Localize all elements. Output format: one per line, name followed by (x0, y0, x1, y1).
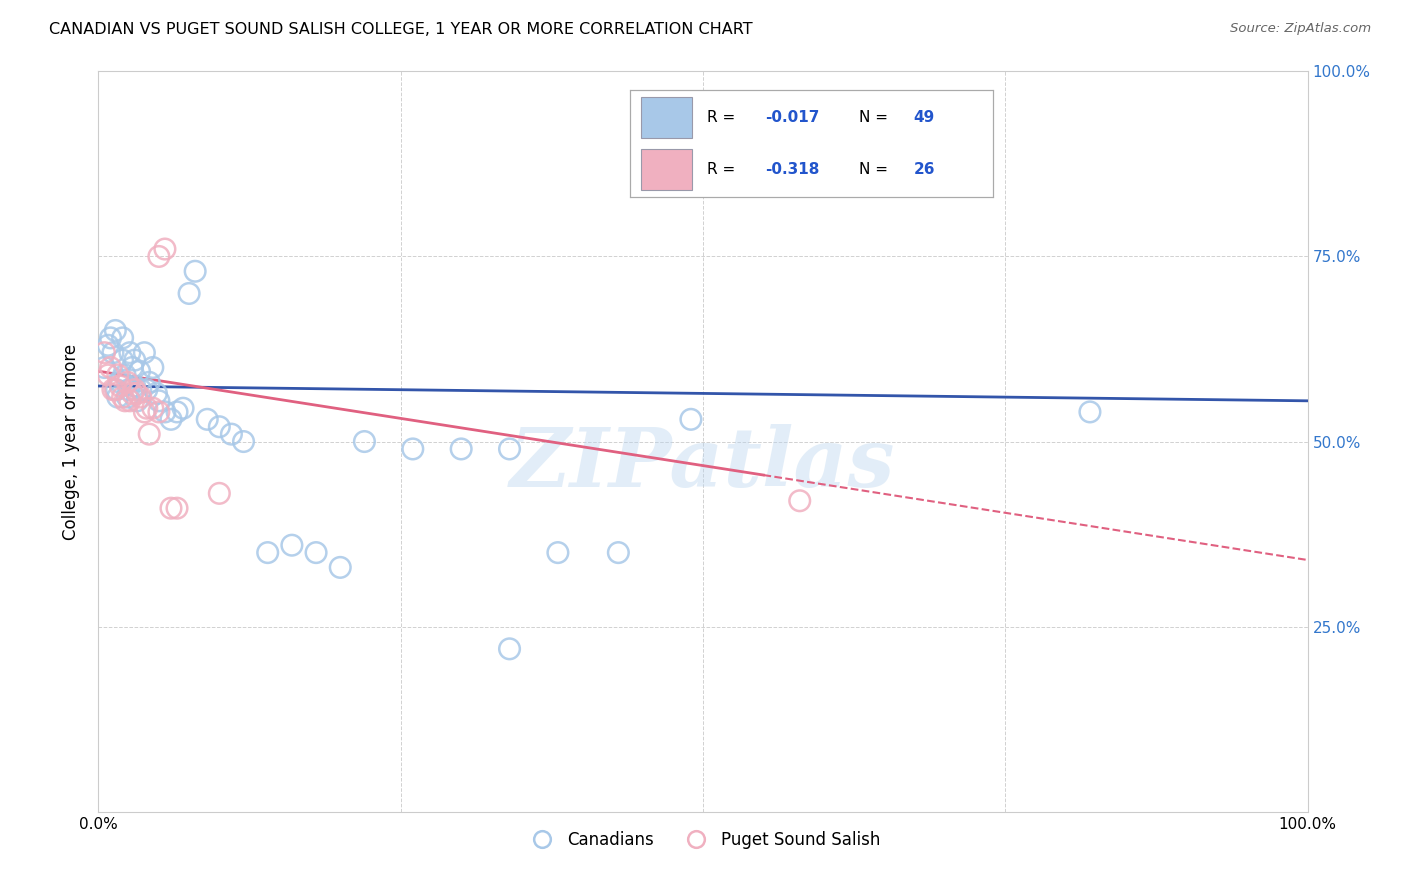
Point (135, 383, 157, 397)
Point (128, 364, 150, 378)
Point (221, 427, 243, 442)
Point (111, 390, 134, 404)
Point (142, 360, 165, 375)
Point (104, 383, 127, 397)
Point (184, 264, 207, 278)
Point (107, 390, 129, 404)
Point (101, 345, 124, 359)
Text: CANADIAN VS PUGET SOUND SALISH COLLEGE, 1 YEAR OR MORE CORRELATION CHART: CANADIAN VS PUGET SOUND SALISH COLLEGE, … (49, 22, 752, 37)
Point (97, 338, 120, 352)
Point (679, 412, 702, 426)
Point (498, 442, 520, 456)
Text: Source: ZipAtlas.com: Source: ZipAtlas.com (1230, 22, 1371, 36)
Y-axis label: College, 1 year or more: College, 1 year or more (62, 343, 80, 540)
Point (281, 538, 304, 552)
Point (160, 501, 183, 516)
Point (1078, 405, 1101, 419)
Point (101, 383, 124, 397)
Point (607, 546, 630, 560)
Point (111, 353, 134, 368)
Point (402, 442, 425, 456)
Point (138, 376, 160, 390)
Point (138, 427, 160, 442)
Point (127, 393, 149, 408)
Legend: Canadians, Puget Sound Salish: Canadians, Puget Sound Salish (519, 824, 887, 855)
Point (107, 368, 129, 382)
Point (153, 242, 176, 256)
Point (104, 324, 127, 338)
Point (148, 405, 170, 419)
Point (111, 331, 134, 345)
Point (547, 546, 569, 560)
Point (121, 386, 143, 401)
Point (97, 368, 120, 382)
Point (305, 546, 328, 560)
Point (93, 345, 115, 359)
Point (127, 386, 149, 401)
Point (353, 434, 375, 449)
Point (117, 376, 139, 390)
Point (329, 560, 352, 574)
Point (114, 368, 136, 382)
Point (129, 383, 152, 397)
Point (135, 401, 157, 416)
Point (179, 286, 201, 301)
Point (134, 405, 156, 419)
Point (124, 379, 146, 393)
Point (166, 501, 188, 516)
Point (208, 419, 231, 434)
Point (118, 345, 141, 359)
Point (148, 393, 170, 408)
Point (124, 383, 146, 397)
Point (160, 412, 183, 426)
Point (256, 546, 278, 560)
Point (124, 353, 146, 368)
Point (121, 360, 143, 375)
Point (108, 379, 131, 393)
Point (232, 434, 254, 449)
Point (153, 405, 176, 419)
Point (450, 442, 472, 456)
Point (117, 390, 139, 404)
Point (134, 345, 156, 359)
Point (142, 401, 165, 416)
Point (145, 386, 167, 401)
Point (100, 360, 122, 375)
Point (498, 641, 520, 656)
Point (105, 383, 128, 397)
Point (118, 393, 141, 408)
Point (148, 250, 170, 264)
Point (93, 360, 115, 375)
Point (172, 401, 194, 416)
Point (789, 493, 811, 508)
Point (114, 393, 136, 408)
Point (195, 412, 218, 426)
Point (118, 383, 141, 397)
Text: ZIPatlas: ZIPatlas (510, 424, 896, 504)
Point (100, 331, 122, 345)
Point (166, 405, 188, 419)
Point (108, 376, 131, 390)
Point (129, 390, 152, 404)
Point (208, 486, 231, 500)
